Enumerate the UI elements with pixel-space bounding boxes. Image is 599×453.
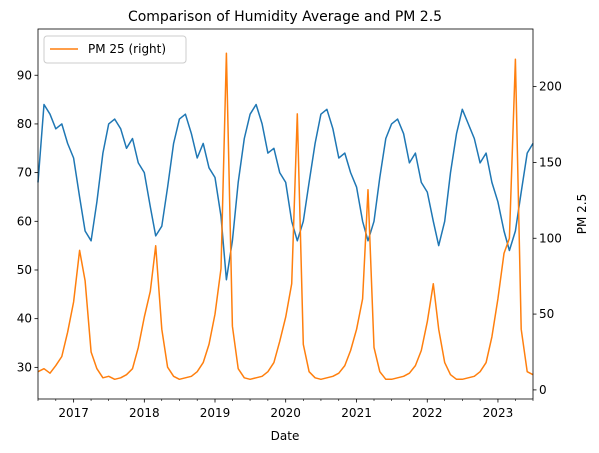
- x-tick-label: 2019: [200, 406, 231, 420]
- right-y-tick-label: 50: [539, 307, 554, 321]
- x-tick-label: 2018: [129, 406, 160, 420]
- left-y-tick-label: 70: [17, 166, 32, 180]
- right-y-tick-label: 150: [539, 155, 562, 169]
- x-tick-label: 2023: [483, 406, 514, 420]
- series-line-humidity: [37, 103, 534, 281]
- right-y-tick-label: 100: [539, 231, 562, 245]
- x-axis-title: Date: [271, 429, 300, 443]
- legend-box: [43, 35, 187, 64]
- right-y-axis: 0 50 100 150 200: [533, 80, 562, 397]
- chart-title: Comparison of Humidity Average and PM 2.…: [128, 9, 442, 25]
- left-y-tick-label: 40: [17, 312, 32, 326]
- x-axis: 2017 2018 2019 2020 2021 2022 2023: [37, 399, 534, 420]
- x-tick-label: 2021: [341, 406, 372, 420]
- legend-label-pm25: PM 25 (right): [88, 42, 166, 56]
- legend: PM 25 (right): [43, 35, 187, 64]
- plot-frame: [37, 28, 534, 400]
- x-tick-label: 2020: [270, 406, 301, 420]
- right-y-tick-label: 0: [539, 383, 547, 397]
- x-tick-label: 2017: [58, 406, 89, 420]
- right-y-axis-title: PM 2.5: [575, 194, 589, 235]
- series-layer: [37, 52, 534, 381]
- left-y-tick-label: 90: [17, 68, 32, 82]
- series-line-pm25: [37, 52, 534, 381]
- left-y-axis: 30 40 50 60 70 80 90: [17, 68, 38, 374]
- left-y-tick-label: 50: [17, 263, 32, 277]
- right-y-tick-label: 200: [539, 80, 562, 94]
- left-y-tick-label: 80: [17, 117, 32, 131]
- left-y-tick-label: 30: [17, 360, 32, 374]
- x-tick-label: 2022: [412, 406, 443, 420]
- left-y-tick-label: 60: [17, 214, 32, 228]
